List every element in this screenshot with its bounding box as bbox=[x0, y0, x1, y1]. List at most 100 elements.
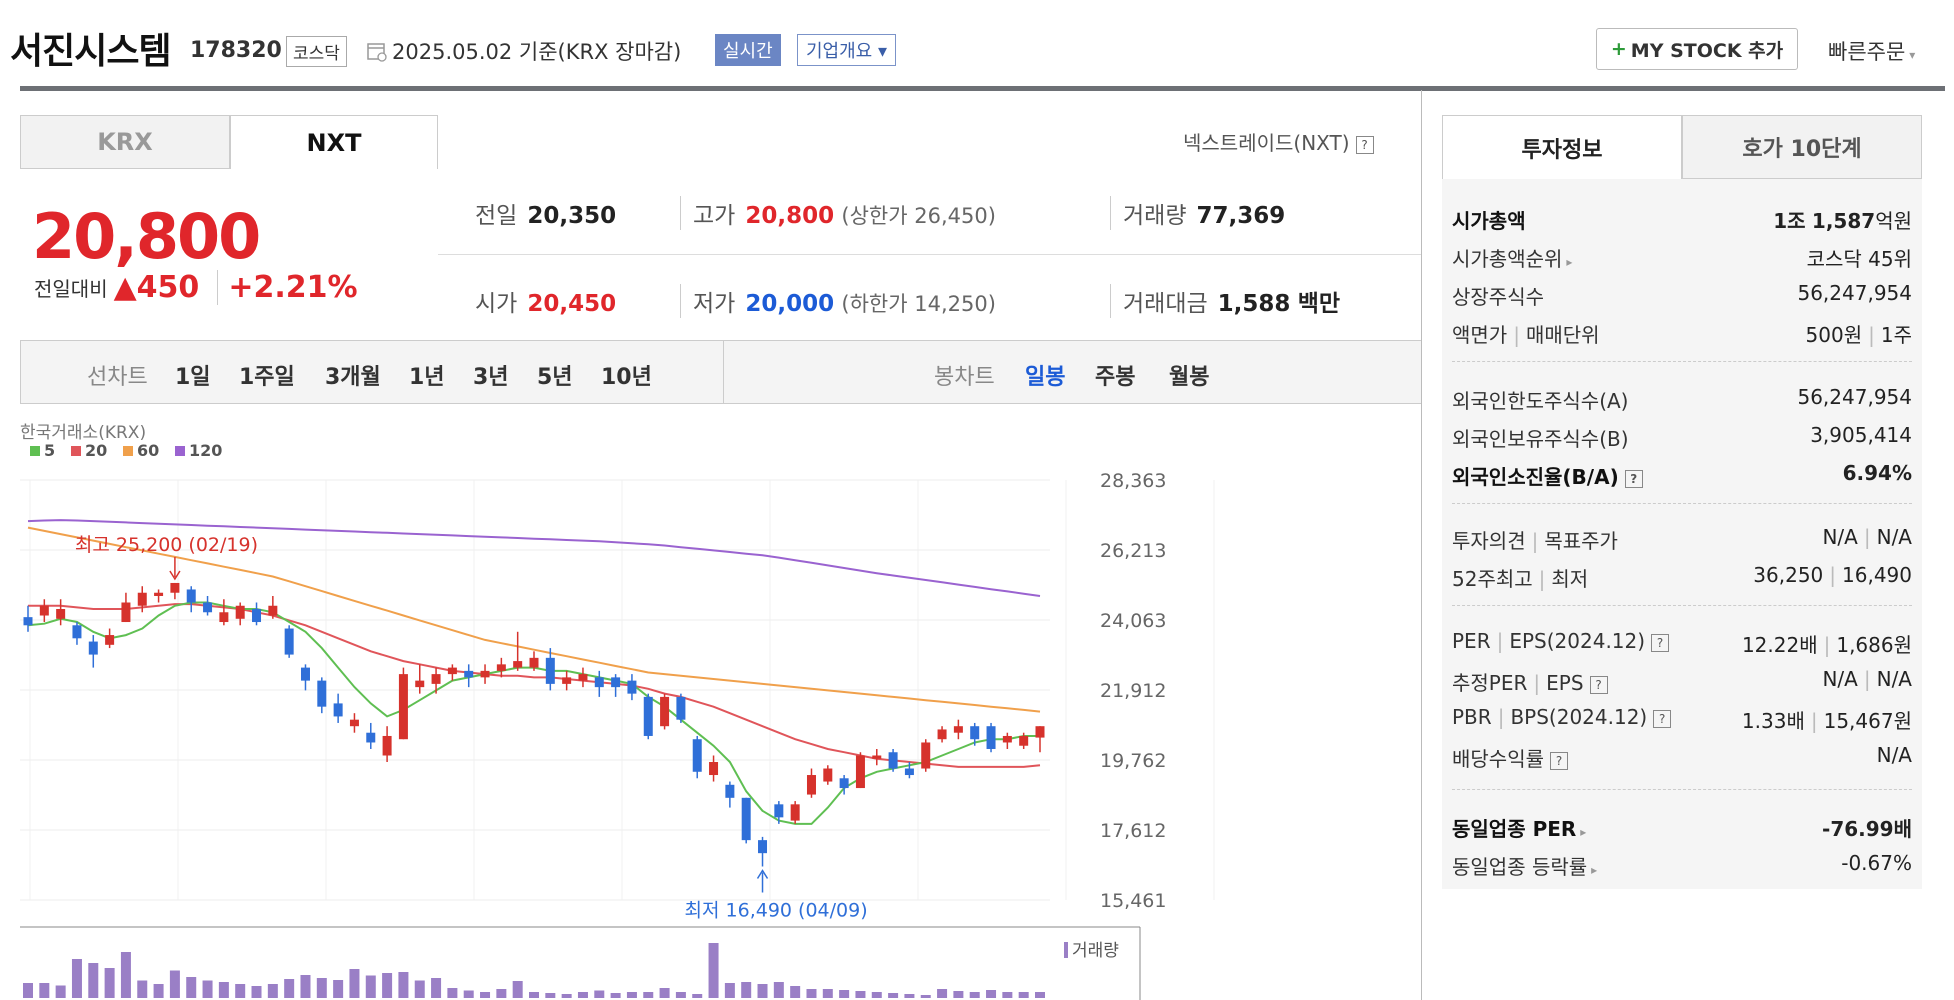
volume-bar bbox=[349, 969, 360, 998]
period-1y[interactable]: 1년 bbox=[409, 365, 445, 390]
y-tick-label: 28,363 bbox=[1100, 470, 1166, 492]
volume-bar bbox=[675, 992, 686, 998]
caret-right-icon: ▸ bbox=[1580, 825, 1587, 839]
foreign-limit-row: 외국인한도주식수(A) 56,247,954 bbox=[1452, 385, 1912, 413]
volume-bar bbox=[316, 978, 327, 998]
candle-body bbox=[937, 729, 947, 740]
volume-bar bbox=[104, 968, 115, 998]
volume-bar bbox=[790, 986, 801, 998]
volume-bar bbox=[724, 983, 735, 998]
tab-invest-info[interactable]: 투자정보 bbox=[1442, 115, 1682, 179]
tab-krx[interactable]: KRX bbox=[20, 115, 230, 169]
volume-bar bbox=[741, 982, 752, 998]
high-annotation: 최고 25,200 (02/19) bbox=[75, 534, 258, 556]
moving-average-ma60 bbox=[27, 526, 1041, 713]
volume-bar bbox=[659, 988, 670, 998]
period-3m[interactable]: 3개월 bbox=[325, 365, 381, 390]
volume-bar bbox=[920, 995, 931, 998]
volume-bar bbox=[610, 993, 621, 998]
moving-average-ma20 bbox=[28, 603, 1041, 768]
volume-bar bbox=[561, 994, 572, 998]
period-1d[interactable]: 1일 bbox=[175, 365, 211, 390]
volume-bar bbox=[904, 994, 915, 998]
candle-body bbox=[888, 752, 898, 769]
candle-body bbox=[741, 797, 751, 841]
period-5y[interactable]: 5년 bbox=[537, 365, 573, 390]
y-tick-label: 17,612 bbox=[1100, 820, 1166, 842]
volume-bar bbox=[577, 992, 588, 998]
candle-body bbox=[170, 582, 180, 593]
moving-average-ma120 bbox=[27, 519, 1041, 597]
tab-nxt[interactable]: NXT bbox=[230, 115, 438, 169]
help-icon[interactable]: ? bbox=[1624, 469, 1643, 488]
add-my-stock-label: MY STOCK 추가 bbox=[1630, 39, 1784, 62]
volume-bar bbox=[186, 977, 197, 998]
volume-bar bbox=[1035, 992, 1045, 998]
period-10y[interactable]: 10년 bbox=[601, 365, 652, 390]
moving-average-ma5 bbox=[27, 601, 1040, 825]
help-icon[interactable]: ? bbox=[1589, 675, 1608, 694]
candle-body bbox=[252, 609, 262, 623]
volume-bar bbox=[643, 992, 654, 998]
volume-bar bbox=[284, 979, 295, 998]
chevron-down-icon: ▾ bbox=[1909, 48, 1916, 62]
volume-bar bbox=[888, 993, 899, 998]
candle-body bbox=[333, 703, 343, 717]
volume-bar bbox=[773, 982, 784, 998]
volume-bar bbox=[202, 980, 213, 998]
candle-weekly[interactable]: 주봉 bbox=[1095, 365, 1136, 390]
period-3y[interactable]: 3년 bbox=[473, 365, 509, 390]
help-icon[interactable]: ? bbox=[1355, 135, 1374, 154]
candle-body bbox=[382, 735, 392, 756]
candle-body bbox=[823, 768, 833, 782]
legend-label-60: 60 bbox=[137, 441, 159, 460]
volume-bar bbox=[871, 992, 882, 998]
change-label: 전일대비 bbox=[34, 277, 108, 301]
pbr-bps-row: PBR | BPS(2024.12)? 1.33배 | 15,467원 bbox=[1452, 705, 1912, 733]
tab-order-book-10[interactable]: 호가 10단계 bbox=[1682, 115, 1922, 179]
volume-bar bbox=[1002, 992, 1013, 998]
candle-body bbox=[578, 674, 588, 681]
volume-bar bbox=[431, 978, 442, 998]
add-my-stock-button[interactable]: + MY STOCK 추가 bbox=[1596, 28, 1798, 70]
candle-body bbox=[219, 612, 229, 623]
low-price: 저가 20,000 (하한가 14,250) bbox=[680, 284, 996, 318]
candle-body bbox=[268, 605, 278, 616]
realtime-button[interactable]: 실시간 bbox=[715, 34, 781, 66]
help-icon[interactable]: ? bbox=[1651, 633, 1670, 652]
candle-body bbox=[447, 667, 457, 675]
chart-period-bar: 선차트 1일 1주일 3개월 1년 3년 5년 10년 봉차트 일봉 주봉 월봉 bbox=[20, 340, 1422, 404]
candle-body bbox=[121, 602, 131, 623]
week52-row: 52주최고 | 최저 36,250 | 16,490 bbox=[1452, 563, 1912, 591]
legend-swatch-20 bbox=[71, 446, 81, 456]
candle-daily[interactable]: 일봉 bbox=[1025, 365, 1066, 390]
legend-label-5: 5 bbox=[44, 441, 55, 460]
invest-info-panel: 시가총액 1조 1,587억원 시가총액순위 ▸ 코스닥 45위 상장주식수 56,24… bbox=[1442, 179, 1922, 889]
plus-icon: + bbox=[1610, 38, 1627, 60]
candle-body bbox=[496, 664, 506, 671]
candle-body bbox=[464, 670, 474, 678]
volume-bar bbox=[169, 970, 180, 998]
line-chart-label: 선차트 bbox=[87, 365, 148, 390]
y-tick-label: 19,762 bbox=[1100, 750, 1166, 772]
candle-body bbox=[855, 755, 865, 789]
help-icon[interactable]: ? bbox=[1653, 709, 1672, 728]
calendar-icon bbox=[367, 43, 387, 62]
open-price: 시가 20,450 bbox=[475, 291, 617, 317]
candle-body bbox=[627, 680, 637, 694]
candle-body bbox=[774, 804, 784, 818]
candle-body bbox=[872, 755, 882, 759]
candle-body bbox=[709, 762, 719, 776]
company-overview-dropdown[interactable]: 기업개요 ▾ bbox=[797, 34, 896, 66]
legend-swatch-60 bbox=[123, 446, 133, 456]
help-icon[interactable]: ? bbox=[1550, 751, 1568, 770]
current-price: 20,800 bbox=[32, 200, 261, 273]
nxt-info-link[interactable]: 넥스트레이드(NXT)? bbox=[1183, 127, 1374, 156]
quick-order-button[interactable]: 빠른주문 ▾ bbox=[1828, 40, 1916, 64]
candle-body bbox=[594, 677, 604, 688]
caret-right-icon: ▸ bbox=[1591, 863, 1598, 877]
period-1w[interactable]: 1주일 bbox=[239, 365, 295, 390]
dividend-row: 배당수익률? N/A bbox=[1452, 743, 1912, 771]
candle-monthly[interactable]: 월봉 bbox=[1169, 365, 1210, 390]
y-tick-label: 15,461 bbox=[1100, 890, 1166, 912]
